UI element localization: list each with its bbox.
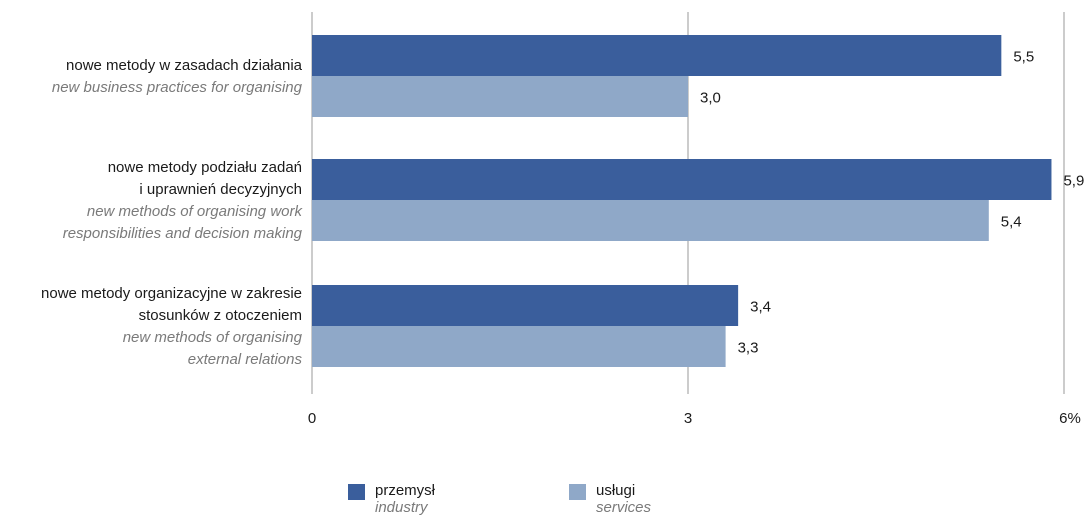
category-label-0-1: new business practices for organising <box>52 79 303 96</box>
bars <box>312 35 1052 367</box>
category-labels: nowe metody w zasadach działania new busi… <box>41 57 303 368</box>
bar-industry-2 <box>312 285 739 326</box>
category-label-1-2: new methods of organising work <box>87 203 304 220</box>
category-label-1-0: nowe metody podziału zadań <box>108 159 302 176</box>
x-tick-label-1: 3 <box>684 410 692 427</box>
legend-label-services-en: services <box>596 499 652 516</box>
category-label-1-1: i uprawnień decyzyjnych <box>139 181 302 198</box>
x-tick-label-0: 0 <box>308 410 316 427</box>
x-tick-labels: 0 3 6% <box>308 410 1081 427</box>
legend-label-industry: przemysł <box>375 482 436 499</box>
legend-item-services: usługi services <box>569 482 651 516</box>
value-label-services-1: 5,4 <box>1001 214 1022 231</box>
category-label-2-2: new methods of organising <box>123 329 303 346</box>
value-labels: 5,5 3,0 5,9 5,4 3,4 3,3 <box>700 49 1084 357</box>
value-label-industry-1: 5,9 <box>1063 173 1084 190</box>
value-label-services-0: 3,0 <box>700 90 721 107</box>
category-label-2-3: external relations <box>188 351 303 368</box>
bar-services-2 <box>312 326 726 367</box>
legend-label-industry-en: industry <box>375 499 428 516</box>
category-label-1-3: responsibilities and decision making <box>63 225 303 242</box>
bar-chart: 5,5 3,0 5,9 5,4 3,4 3,3 nowe metody w zasadac… <box>41 12 1084 427</box>
legend-item-industry: przemysł industry <box>348 482 435 516</box>
legend-swatch-industry <box>348 484 365 500</box>
bar-services-0 <box>312 76 688 117</box>
value-label-industry-0: 5,5 <box>1013 49 1034 66</box>
category-label-2-1: stosunków z otoczeniem <box>139 307 302 324</box>
legend-label-services: usługi <box>596 482 636 499</box>
bar-services-1 <box>312 200 989 241</box>
bar-industry-0 <box>312 35 1002 76</box>
x-tick-label-2: 6% <box>1059 410 1081 427</box>
category-label-0-0: nowe metody w zasadach działania <box>66 57 303 74</box>
bar-industry-1 <box>312 159 1052 200</box>
legend-swatch-services <box>569 484 586 500</box>
value-label-services-2: 3,3 <box>738 340 759 357</box>
category-label-2-0: nowe metody organizacyjne w zakresie <box>41 285 302 302</box>
value-label-industry-2: 3,4 <box>750 299 771 316</box>
